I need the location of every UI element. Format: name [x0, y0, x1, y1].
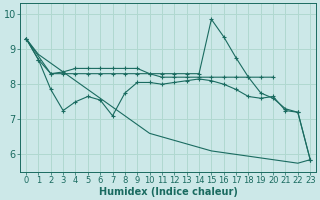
X-axis label: Humidex (Indice chaleur): Humidex (Indice chaleur) — [99, 187, 237, 197]
